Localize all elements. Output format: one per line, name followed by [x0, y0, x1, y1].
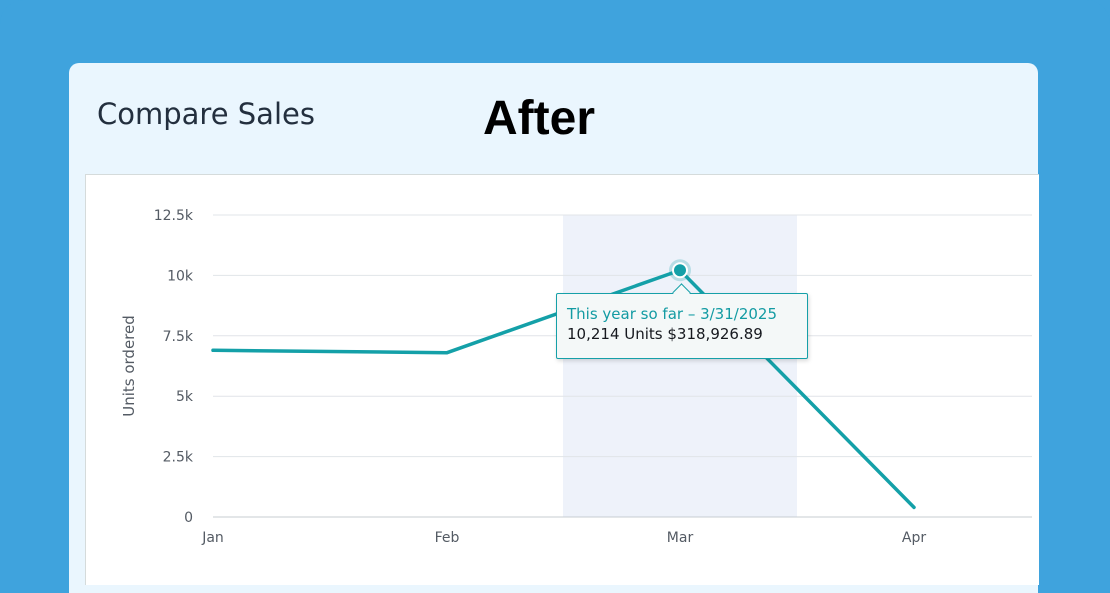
x-tick-label: Mar	[667, 530, 694, 546]
after-banner: After	[483, 92, 596, 145]
data-point-tooltip: This year so far – 3/31/2025 10,214 Unit…	[556, 283, 808, 359]
y-tick-label: 2.5k	[163, 450, 194, 466]
y-axis-label: Units ordered	[120, 315, 138, 417]
y-tick-label: 0	[184, 510, 193, 526]
data-point-marker	[672, 262, 688, 279]
y-tick-label: 7.5k	[163, 329, 194, 345]
tooltip-body: 10,214 Units $318,926.89	[567, 325, 763, 343]
x-tick-label: Jan	[201, 530, 224, 546]
card-title: Compare Sales	[97, 97, 315, 131]
y-tick-label: 12.5k	[154, 208, 194, 224]
x-tick-label: Feb	[435, 530, 460, 546]
tooltip-title: This year so far – 3/31/2025	[567, 305, 777, 323]
y-tick-label: 10k	[167, 268, 194, 284]
x-tick-label: Apr	[902, 530, 926, 546]
y-tick-label: 5k	[176, 389, 194, 405]
